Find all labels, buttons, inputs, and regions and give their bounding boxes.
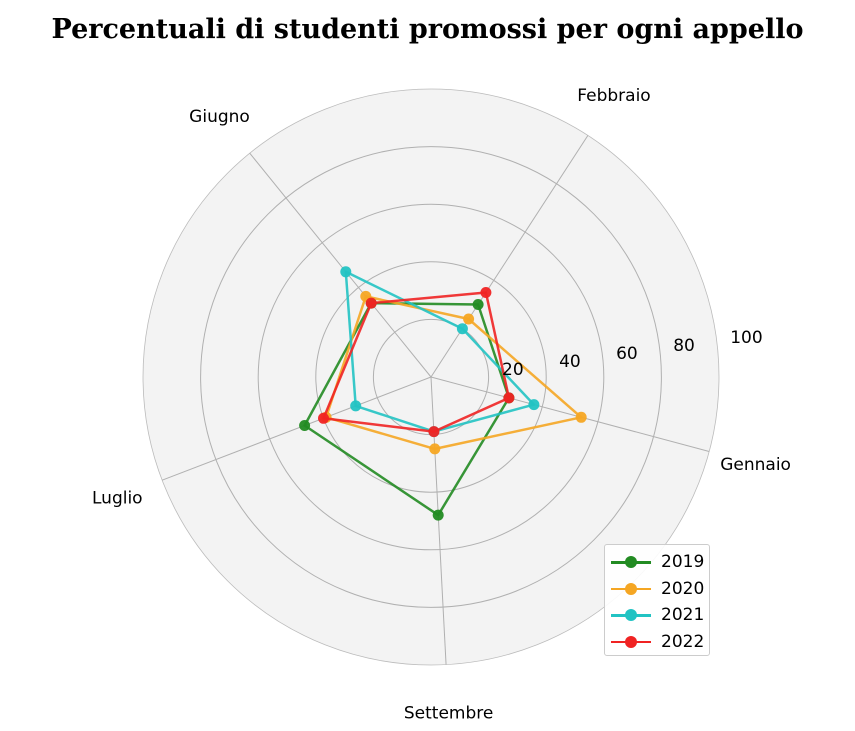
legend-swatch bbox=[611, 607, 651, 623]
legend-label: 2019 bbox=[661, 552, 705, 573]
chart-title: Percentuali di studenti promossi per ogn… bbox=[51, 14, 804, 45]
legend-label: 2020 bbox=[661, 578, 705, 599]
data-point-2021-Febbraio bbox=[456, 323, 468, 335]
legend: 2019 2020 2021 2022 bbox=[604, 544, 710, 656]
legend-swatch bbox=[611, 581, 651, 597]
data-point-2021-Giugno bbox=[340, 266, 352, 278]
data-point-2022-Gennaio bbox=[503, 392, 515, 404]
category-label-febbraio: Febbraio bbox=[577, 86, 650, 106]
grid-circle bbox=[315, 261, 547, 493]
tick-label: 80 bbox=[673, 336, 695, 356]
data-point-2021-Gennaio bbox=[528, 399, 540, 411]
category-label-luglio: Luglio bbox=[92, 488, 143, 508]
radar-labels: 20 40 60 80 100 Gennaio Febbraio Giugno Luglio Se… bbox=[92, 86, 791, 723]
legend-swatch bbox=[611, 634, 651, 650]
grid-spoke bbox=[249, 152, 432, 378]
grid-spoke bbox=[430, 376, 447, 665]
legend-item-2021: 2021 bbox=[605, 602, 709, 629]
grid-spoke bbox=[161, 376, 432, 481]
legend-item-2019: 2019 bbox=[605, 549, 709, 576]
category-label-settembre: Settembre bbox=[404, 704, 493, 724]
series-line-2021 bbox=[344, 270, 536, 433]
data-point-2020-Febbraio bbox=[463, 313, 475, 325]
grid-circle bbox=[257, 203, 605, 551]
grid-spoke bbox=[430, 135, 589, 378]
data-point-2022-Luglio bbox=[318, 412, 329, 424]
tick-label: 100 bbox=[730, 328, 762, 348]
tick-label: 40 bbox=[559, 352, 581, 372]
tick-label: 60 bbox=[616, 344, 638, 364]
data-point-2020-Gennaio bbox=[575, 411, 587, 423]
legend-item-2022: 2022 bbox=[605, 629, 709, 656]
legend-label: 2021 bbox=[661, 605, 705, 626]
data-point-2019-Febbraio bbox=[472, 299, 484, 310]
radar-series bbox=[299, 266, 587, 521]
legend-swatch bbox=[611, 554, 651, 570]
category-label-gennaio: Gennaio bbox=[720, 455, 791, 475]
tick-label: 20 bbox=[502, 360, 524, 380]
data-point-2019-Settembre bbox=[432, 509, 444, 521]
grid-circle bbox=[200, 146, 662, 608]
legend-label: 2022 bbox=[661, 631, 705, 652]
radar-grid bbox=[142, 88, 720, 666]
data-point-2019-Luglio bbox=[299, 420, 311, 431]
data-point-2020-Settembre bbox=[429, 443, 441, 455]
series-line-2020 bbox=[324, 295, 583, 451]
grid-spoke bbox=[430, 376, 710, 453]
data-point-2022-Febbraio bbox=[480, 287, 492, 298]
series-line-2022 bbox=[322, 291, 511, 433]
data-point-2022-Settembre bbox=[428, 426, 440, 438]
data-point-2022-Giugno bbox=[365, 297, 377, 309]
series-line-2019 bbox=[303, 301, 511, 517]
data-point-2021-Luglio bbox=[350, 400, 362, 412]
category-label-giugno: Giugno bbox=[189, 107, 250, 127]
legend-item-2020: 2020 bbox=[605, 576, 709, 603]
